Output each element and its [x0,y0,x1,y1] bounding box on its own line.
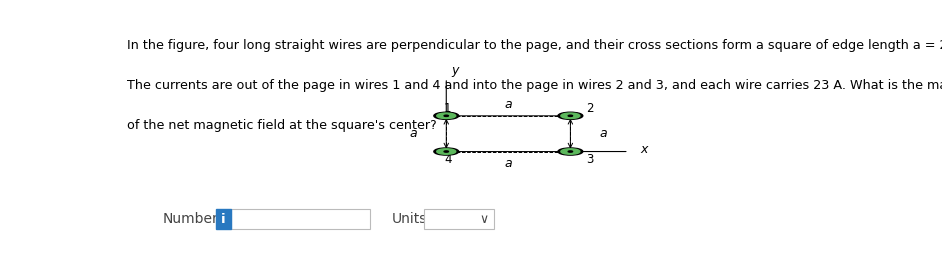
Circle shape [560,149,580,154]
Text: of the net magnetic field at the square's center?: of the net magnetic field at the square'… [126,119,436,132]
Text: $x$: $x$ [640,143,650,156]
Circle shape [560,113,580,118]
Text: 4: 4 [444,153,451,166]
Text: 1: 1 [444,102,451,115]
Circle shape [568,115,573,116]
FancyBboxPatch shape [231,209,369,229]
Circle shape [434,112,459,119]
Text: In the figure, four long straight wires are perpendicular to the page, and their: In the figure, four long straight wires … [126,39,942,52]
Text: 3: 3 [587,153,593,166]
Text: $y$: $y$ [450,65,461,79]
FancyBboxPatch shape [424,209,494,229]
Text: $a$: $a$ [409,127,418,140]
Circle shape [568,151,573,152]
Circle shape [444,151,448,152]
Text: The currents are out of the page in wires 1 and 4 and into the page in wires 2 a: The currents are out of the page in wire… [126,79,942,92]
Text: $a$: $a$ [504,98,512,111]
Circle shape [558,148,583,155]
Circle shape [437,149,456,154]
Text: Number: Number [163,212,219,226]
Text: i: i [221,213,226,226]
Circle shape [558,112,583,119]
Text: 2: 2 [587,102,594,115]
Text: ∨: ∨ [479,213,489,226]
Circle shape [444,115,448,116]
Circle shape [437,113,456,118]
Text: Units: Units [392,212,427,226]
FancyBboxPatch shape [217,209,231,229]
Text: $a$: $a$ [599,127,608,140]
Circle shape [434,148,459,155]
Text: $a$: $a$ [504,157,512,170]
